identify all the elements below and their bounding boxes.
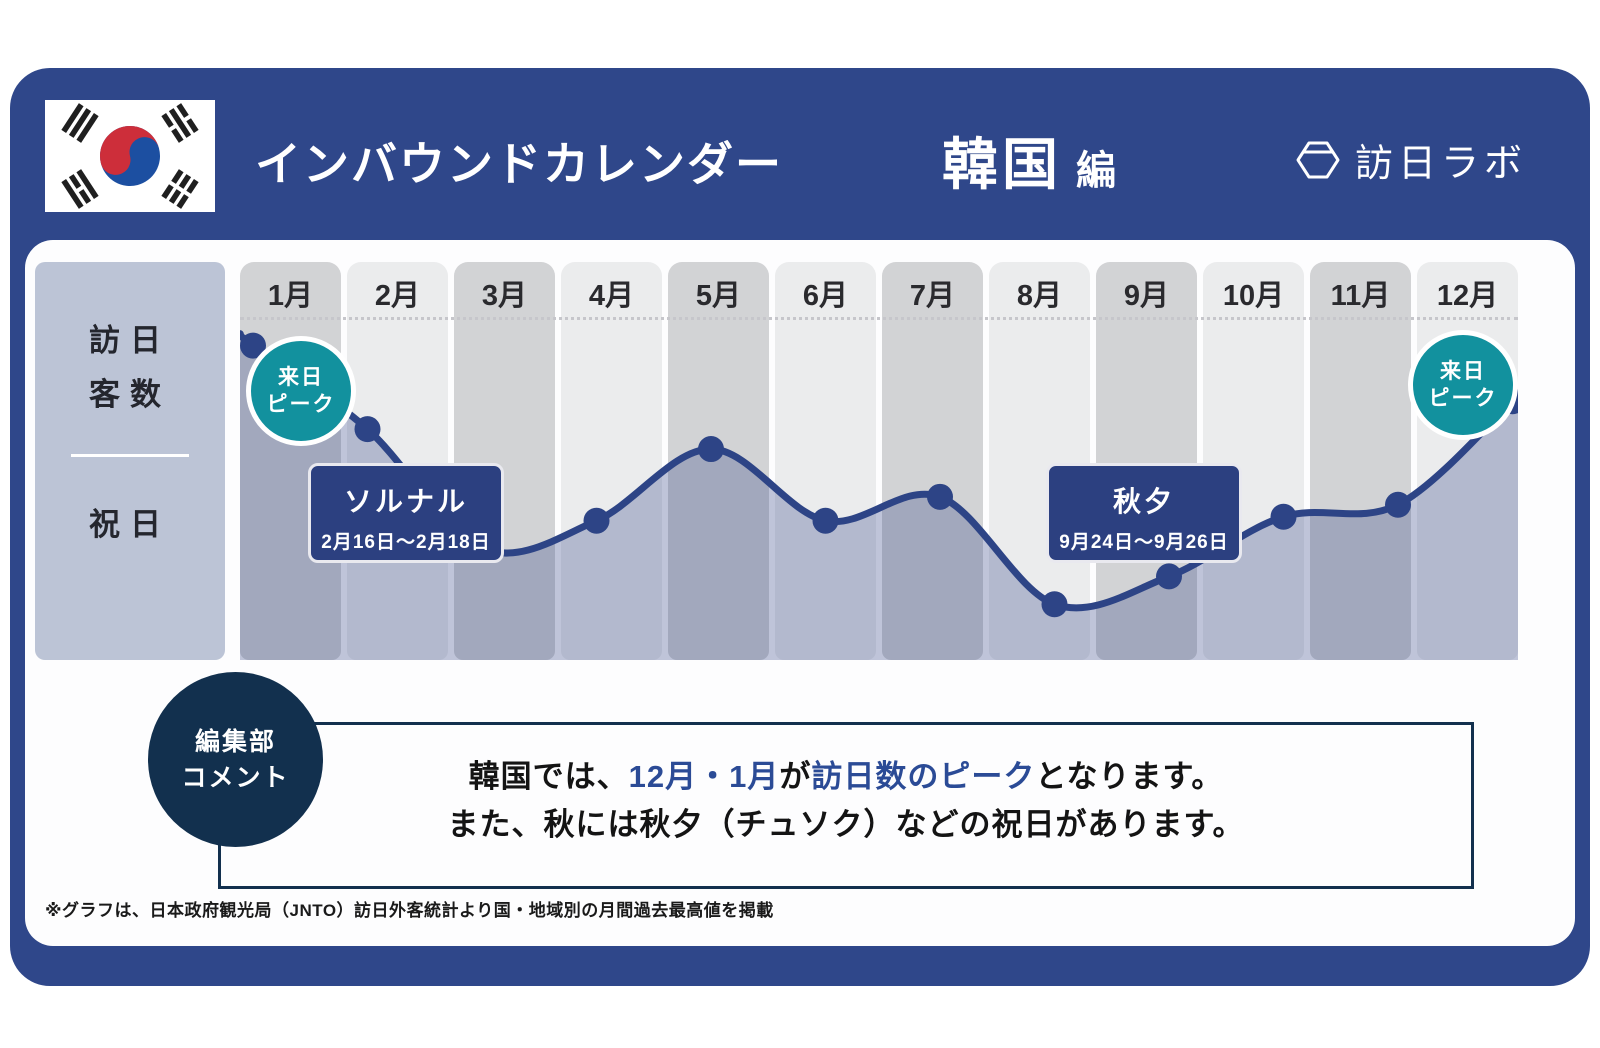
- data-point-dot: [1041, 591, 1068, 618]
- visitor-area-fill: [240, 333, 1518, 660]
- month-column: 4月: [561, 262, 662, 660]
- holiday-box-chuseok: 秋夕 9月24日〜9月26日: [1046, 463, 1242, 563]
- axis-dotted-separator: [240, 317, 1518, 320]
- month-label: 10月: [1222, 280, 1285, 312]
- taeguk-symbol: [100, 126, 160, 186]
- data-point-dot: [1270, 503, 1297, 530]
- calendar-chart: 1月 2月 3月 4月 5月 6月 7月 8月 9月 10月 11月 12月: [240, 262, 1518, 660]
- month-label: 4月: [588, 280, 635, 312]
- trigram-geon: [61, 103, 99, 143]
- source-footnote: ※グラフは、日本政府観光局（JNTO）訪日外客統計より国・地域別の月間過去最高値…: [45, 901, 774, 920]
- month-column: 1月: [240, 262, 341, 660]
- month-column: 10月: [1203, 262, 1304, 660]
- peak-badge-january: 来日 ピーク: [246, 336, 356, 446]
- brand-logo: 訪日ラボ: [1295, 132, 1527, 187]
- sidebar-divider: [71, 454, 189, 457]
- data-point-dot: [354, 416, 381, 443]
- data-point-dot: [927, 483, 953, 510]
- month-label: 2月: [374, 280, 421, 312]
- holiday-name: ソルナル: [343, 486, 468, 517]
- month-label: 6月: [802, 280, 849, 312]
- data-point-dot: [1156, 563, 1182, 590]
- month-label: 9月: [1123, 280, 1170, 312]
- data-point-dot: [240, 332, 266, 359]
- month-label: 3月: [481, 280, 528, 312]
- month-column: 11月: [1310, 262, 1411, 660]
- trigram-gon: [161, 169, 199, 209]
- month-label: 12月: [1436, 280, 1499, 312]
- brand-name: 訪日ラボ: [1355, 143, 1528, 185]
- data-point-dot: [698, 436, 724, 463]
- month-column: 12月: [1417, 262, 1518, 660]
- holiday-dates: 9月24日〜9月26日: [1059, 532, 1229, 553]
- data-point-dot: [583, 507, 610, 534]
- month-column: 9月: [1096, 262, 1197, 660]
- comment-accent: 12月・1月: [628, 759, 780, 794]
- edition-suffix: 編: [1076, 149, 1116, 193]
- month-column: 5月: [668, 262, 769, 660]
- month-label: 11月: [1330, 280, 1391, 312]
- holiday-label: 祝日: [89, 507, 171, 542]
- chart-legend-sidebar: 訪日 客数 祝日: [35, 262, 225, 660]
- page-title: インバウンドカレンダー: [255, 138, 783, 190]
- trigram-yi: [61, 169, 99, 209]
- visitor-line-chart: [240, 330, 1518, 660]
- month-label: 7月: [909, 280, 956, 312]
- month-column: 3月: [454, 262, 555, 660]
- comment-line-1: 韓国では、12月・1月が訪日数のピークとなります。: [468, 759, 1224, 794]
- comment-accent: 訪日数のピーク: [811, 759, 1036, 794]
- comment-line-2: また、秋には秋夕（チュソク）などの祝日があります。: [447, 807, 1245, 842]
- editor-badge: 編集部 コメント: [148, 672, 323, 847]
- data-point-dot: [1385, 491, 1411, 518]
- month-column: 6月: [775, 262, 876, 660]
- holiday-name: 秋夕: [1112, 486, 1175, 517]
- holiday-dates: 2月16日〜2月18日: [321, 532, 491, 553]
- country-edition: 韓国 編: [942, 120, 1116, 201]
- data-point-dot: [812, 507, 839, 534]
- editor-comment-box: 韓国では、12月・1月が訪日数のピークとなります。 また、秋には秋夕（チュソク）…: [218, 722, 1474, 889]
- hexagon-logo-icon: [1296, 141, 1340, 178]
- month-label: 5月: [695, 280, 742, 312]
- month-column: 7月: [882, 262, 983, 660]
- holiday-box-seollal: ソルナル 2月16日〜2月18日: [308, 463, 504, 563]
- month-label: 8月: [1016, 280, 1063, 312]
- month-label: 1月: [267, 280, 314, 312]
- peak-badge-december: 来日 ピーク: [1408, 330, 1518, 440]
- trigram-gam: [161, 103, 199, 143]
- country-name: 韓国: [942, 133, 1062, 196]
- visitors-label: 訪日 客数: [89, 323, 171, 412]
- korea-flag-icon: [45, 100, 215, 212]
